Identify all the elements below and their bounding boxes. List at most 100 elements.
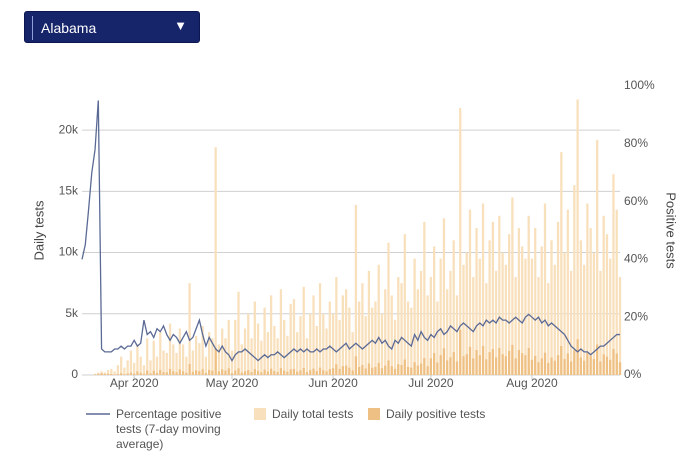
bar: [606, 234, 608, 375]
y2-tick-label: 60%: [624, 194, 648, 208]
bar: [208, 370, 210, 375]
bar: [596, 140, 598, 375]
bar: [299, 370, 301, 375]
bar: [280, 289, 282, 375]
bar: [215, 348, 217, 375]
bar: [237, 368, 239, 375]
bar: [407, 367, 409, 375]
bar: [241, 344, 243, 375]
bar: [355, 356, 357, 375]
bar: [580, 240, 582, 375]
bar: [433, 353, 435, 375]
bar: [195, 336, 197, 375]
y2-tick-label: 100%: [624, 78, 655, 92]
bar: [211, 371, 213, 375]
bar: [345, 289, 347, 375]
bar: [547, 283, 549, 375]
bar: [338, 369, 340, 375]
bar: [498, 348, 500, 375]
bar: [325, 371, 327, 375]
bar: [231, 373, 233, 375]
bar: [619, 277, 621, 375]
bar: [179, 328, 181, 375]
bar: [273, 326, 275, 375]
bar: [531, 360, 533, 375]
bar: [120, 357, 122, 375]
bar: [280, 368, 282, 375]
bar: [267, 332, 269, 375]
bar: [162, 372, 164, 375]
y-tick-label: 0: [71, 367, 78, 381]
bar: [378, 265, 380, 375]
bar: [244, 371, 246, 375]
y-tick-label: 5k: [65, 306, 79, 320]
bar: [309, 314, 311, 375]
bar: [430, 358, 432, 375]
bar: [329, 369, 331, 375]
bar: [420, 271, 422, 375]
bar: [224, 338, 226, 375]
bar: [205, 357, 207, 375]
bar: [573, 350, 575, 375]
bar: [443, 348, 445, 375]
bar: [384, 366, 386, 375]
bar: [368, 363, 370, 375]
bar: [563, 359, 565, 375]
bar: [547, 363, 549, 375]
bar: [270, 295, 272, 375]
bar: [495, 357, 497, 375]
bar: [554, 361, 556, 375]
bar: [537, 362, 539, 375]
bar: [479, 355, 481, 375]
bar: [440, 355, 442, 375]
bar: [426, 295, 428, 375]
bar: [358, 367, 360, 375]
bar: [228, 320, 230, 375]
bar: [188, 283, 190, 375]
bar: [616, 210, 618, 375]
bar: [107, 374, 109, 375]
bar: [136, 344, 138, 375]
bar: [149, 373, 151, 375]
bar: [459, 330, 461, 375]
bar: [518, 350, 520, 375]
bar: [397, 364, 399, 375]
bar: [104, 374, 106, 375]
bar: [166, 372, 168, 375]
bar: [413, 259, 415, 375]
bar: [567, 353, 569, 375]
bar: [397, 277, 399, 375]
bar: [593, 253, 595, 375]
bar: [599, 362, 601, 375]
bar: [560, 152, 562, 375]
bar: [286, 372, 288, 375]
bar: [133, 363, 135, 375]
bar: [296, 332, 298, 375]
bar: [319, 368, 321, 375]
bar: [312, 295, 314, 375]
bar: [332, 314, 334, 375]
bar: [335, 364, 337, 375]
bar: [482, 346, 484, 375]
bar: [394, 369, 396, 375]
bar: [254, 302, 256, 375]
bar: [413, 362, 415, 375]
bar: [599, 271, 601, 375]
bar: [423, 222, 425, 375]
x-tick-label: Jul 2020: [408, 376, 454, 390]
bar: [260, 372, 262, 375]
bar: [417, 366, 419, 375]
bar: [162, 351, 164, 375]
bar: [140, 373, 142, 375]
bar: [590, 356, 592, 375]
bar: [469, 347, 471, 375]
bar: [528, 348, 530, 375]
bar: [309, 370, 311, 375]
bar: [146, 338, 148, 375]
bar: [446, 360, 448, 375]
bar: [136, 371, 138, 375]
bar: [221, 369, 223, 375]
bar: [218, 371, 220, 375]
bar: [156, 373, 158, 375]
